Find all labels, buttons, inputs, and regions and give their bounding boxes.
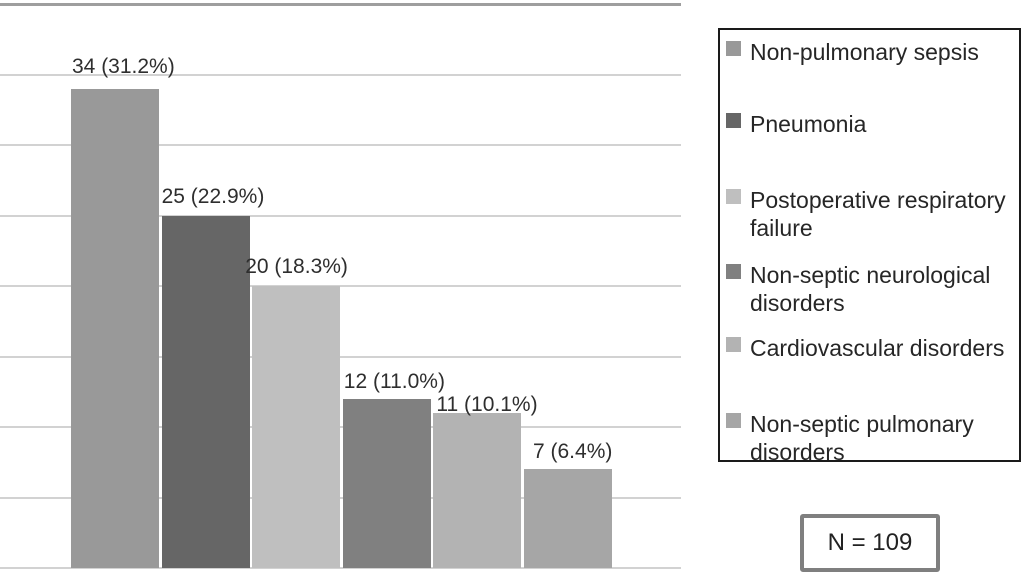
sample-size-box: N = 109: [800, 514, 940, 572]
legend-item-pneumonia: Pneumonia: [726, 110, 866, 138]
gridline: [0, 355, 681, 358]
legend-item-label: Cardiovascular disorders: [750, 335, 1005, 361]
bar-label-non-pulmonary-sepsis: 34 (31.2%): [72, 54, 175, 78]
gridline: [0, 73, 681, 76]
bar-non-pulmonary-sepsis: [71, 88, 159, 568]
legend-item-non-septic-pulmonary-disorders: Non-septic pulmonary disorders: [726, 410, 974, 466]
legend-item-non-septic-neurological-disorders: Non-septic neurological disorders: [726, 261, 990, 317]
gridline: [0, 567, 681, 569]
legend-swatch-icon: [726, 113, 741, 128]
sample-size-text: N = 109: [827, 529, 913, 556]
legend-item-label: Pneumonia: [750, 111, 867, 137]
legend-swatch-icon: [726, 264, 741, 279]
gridline: [0, 144, 681, 146]
plot-area: 34 (31.2%) 25 (22.9%) 20 (18.3%) 12 (11.0%)…: [0, 2, 681, 569]
bar-non-septic-neurological-disorders: [342, 398, 431, 568]
gridline: [0, 214, 681, 217]
bar-non-septic-pulmonary-disorders: [524, 469, 612, 568]
legend-swatch-icon: [726, 413, 741, 428]
legend: Non-pulmonary sepsis Pneumonia Postoperati…: [718, 28, 1021, 465]
bar-cardiovascular-disorders: [433, 412, 522, 568]
bar-label-postoperative-respiratory-failure: 20 (18.3%): [245, 255, 348, 278]
legend-item-label: Postoperative respiratory failure: [750, 187, 1006, 241]
bar-label-pneumonia: 25 (22.9%): [161, 184, 265, 208]
gridline: [0, 285, 681, 287]
legend-item-non-pulmonary-sepsis: Non-pulmonary sepsis: [726, 38, 979, 66]
bar-pneumonia: [161, 215, 250, 568]
legend-swatch-icon: [726, 189, 741, 204]
bar-label-non-septic-pulmonary-disorders: 7 (6.4%): [533, 440, 613, 464]
legend-item-cardiovascular-disorders: Cardiovascular disorders: [726, 334, 1004, 362]
axis-top-line: [0, 2, 681, 6]
legend-swatch-icon: [726, 41, 741, 56]
legend-item-label: Non-septic pulmonary disorders: [750, 411, 974, 465]
bar-postoperative-respiratory-failure: [252, 286, 341, 568]
legend-item-postoperative-respiratory-failure: Postoperative respiratory failure: [726, 186, 1006, 242]
bar-label-cardiovascular-disorders: 11 (10.1%): [436, 392, 538, 416]
legend-item-label: Non-septic neurological disorders: [750, 262, 991, 316]
bar-label-non-septic-neurological-disorders: 12 (11.0%): [343, 369, 445, 393]
gridline: [0, 496, 681, 499]
legend-swatch-icon: [726, 337, 741, 352]
legend-item-label: Non-pulmonary sepsis: [750, 39, 979, 65]
gridline: [0, 426, 681, 428]
